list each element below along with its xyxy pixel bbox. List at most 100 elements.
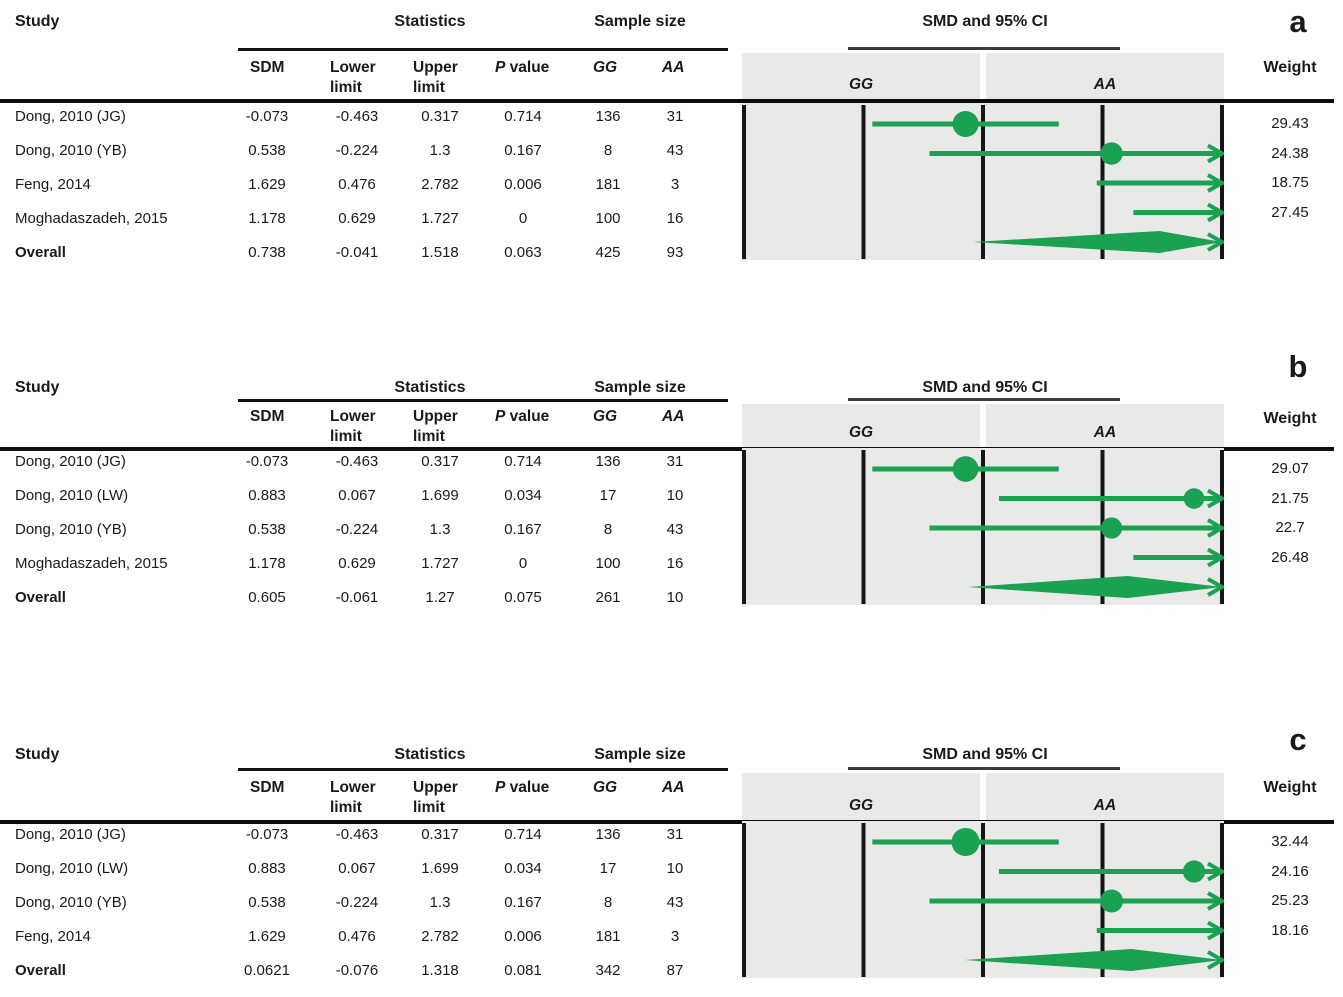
sdm-value: 0.605 — [248, 589, 286, 606]
upper-limit-column-header: Upper limit — [413, 779, 458, 816]
aa-sample-size: 31 — [666, 453, 684, 470]
sample-size-group-header: Sample size — [594, 13, 686, 30]
gg-column-header: GG — [593, 59, 618, 76]
aa-region-band: AA — [986, 53, 1224, 99]
aa-sample-size: 10 — [666, 860, 684, 877]
forest-plot-b — [742, 448, 1224, 605]
sdm-column-header: SDM — [250, 408, 285, 425]
aa-sample-size: 43 — [666, 521, 684, 538]
weight-column-header: Weight — [1263, 779, 1317, 796]
sdm-value: -0.073 — [245, 826, 289, 843]
table-row: Dong, 2010 (JG) -0.073 -0.463 0.317 0.71… — [0, 100, 740, 134]
upper-limit-value: 1.699 — [421, 860, 459, 877]
p-value-column-header: P value — [495, 408, 550, 425]
clip-arrow-icon — [1207, 202, 1224, 223]
effect-size-circle — [1100, 517, 1123, 539]
study-name: Dong, 2010 (JG) — [15, 826, 126, 843]
study-name: Moghadaszadeh, 2015 — [15, 555, 168, 572]
gg-sample-size: 8 — [603, 142, 613, 159]
weight-values: 32.44 24.16 25.23 18.16 — [1240, 821, 1340, 983]
gg-sample-size: 136 — [595, 108, 621, 125]
gg-sample-size: 136 — [595, 826, 621, 843]
statistics-group-header: Statistics — [394, 746, 466, 763]
aa-sample-size: 10 — [666, 589, 684, 606]
upper-limit-value: 1.727 — [421, 555, 459, 572]
gg-region-band: GG — [742, 773, 980, 820]
weight-value: 26.48 — [1271, 548, 1309, 566]
statistics-underline — [238, 48, 728, 51]
sdm-value: 0.883 — [248, 487, 286, 504]
weight-value: 18.16 — [1271, 921, 1309, 939]
aa-column-header: AA — [662, 408, 685, 425]
clip-arrow-icon — [1207, 143, 1224, 164]
lower-limit-value: -0.224 — [335, 894, 379, 911]
weight-value: 24.16 — [1271, 862, 1309, 880]
sample-size-group-header: Sample size — [594, 746, 686, 763]
smd-ci-underline — [848, 398, 1120, 401]
study-name: Dong, 2010 (YB) — [15, 521, 127, 538]
study-name: Overall — [15, 589, 66, 606]
statistics-underline — [238, 399, 728, 402]
sdm-value: 0.538 — [248, 521, 286, 538]
lower-limit-value: 0.067 — [338, 860, 376, 877]
p-value: 0.714 — [504, 453, 542, 470]
sample-size-group-header: Sample size — [594, 379, 686, 396]
study-name: Dong, 2010 (YB) — [15, 142, 127, 159]
lower-limit-value: 0.067 — [338, 487, 376, 504]
smd-ci-plot-title: SMD and 95% CI — [922, 13, 1048, 30]
aa-region-band: AA — [986, 404, 1224, 447]
effect-size-circle — [1100, 142, 1123, 165]
forest-panel-b: Study Statistics Sample size SDM Lower l… — [0, 345, 1343, 645]
gg-sample-size: 8 — [603, 894, 613, 911]
p-value: 0.075 — [504, 589, 542, 606]
smd-ci-plot-title: SMD and 95% CI — [922, 746, 1048, 763]
upper-limit-value: 0.317 — [421, 108, 459, 125]
aa-region-band: AA — [986, 773, 1224, 820]
p-value: 0.714 — [504, 108, 542, 125]
study-name: Feng, 2014 — [15, 928, 91, 945]
gg-region-band: GG — [742, 53, 980, 99]
gg-column-header: GG — [593, 408, 618, 425]
gg-sample-size: 17 — [599, 487, 617, 504]
forest-panel-a: Study Statistics Sample size SDM Lower l… — [0, 0, 1343, 300]
gg-region-label: GG — [848, 797, 874, 814]
p-value: 0.167 — [504, 894, 542, 911]
aa-sample-size: 16 — [666, 210, 684, 227]
aa-sample-size: 31 — [666, 108, 684, 125]
table-row: Dong, 2010 (JG) -0.073 -0.463 0.317 0.71… — [0, 818, 740, 852]
weight-values: 29.07 21.75 22.7 26.48 — [1240, 448, 1340, 610]
lower-limit-value: -0.224 — [335, 521, 379, 538]
aa-region-label: AA — [1093, 797, 1117, 814]
lower-limit-value: 0.476 — [338, 176, 376, 193]
clip-arrow-icon — [1207, 920, 1224, 941]
table-row: Overall 0.605 -0.061 1.27 0.075 261 10 — [0, 581, 740, 615]
aa-region-label: AA — [1093, 76, 1117, 93]
sdm-value: 1.178 — [248, 555, 286, 572]
study-name: Dong, 2010 (LW) — [15, 487, 129, 504]
gg-region-label: GG — [848, 76, 874, 93]
upper-limit-value: 1.318 — [421, 962, 459, 979]
upper-limit-value: 0.317 — [421, 453, 459, 470]
gg-sample-size: 181 — [595, 928, 621, 945]
statistics-group-header: Statistics — [394, 379, 466, 396]
gg-sample-size: 8 — [603, 521, 613, 538]
header-rule — [0, 820, 1334, 824]
forest-plot-a — [742, 103, 1224, 260]
sdm-value: -0.073 — [245, 108, 289, 125]
sdm-value: -0.073 — [245, 453, 289, 470]
p-value: 0.006 — [504, 928, 542, 945]
table-row: Dong, 2010 (JG) -0.073 -0.463 0.317 0.71… — [0, 445, 740, 479]
panel-letter-b: b — [1288, 349, 1308, 384]
lower-limit-value: -0.061 — [335, 589, 379, 606]
table-row: Dong, 2010 (YB) 0.538 -0.224 1.3 0.167 8… — [0, 886, 740, 920]
panel-letter-a: a — [1289, 4, 1307, 39]
study-name: Overall — [15, 244, 66, 261]
p-value: 0.006 — [504, 176, 542, 193]
study-table-rows: Dong, 2010 (JG) -0.073 -0.463 0.317 0.71… — [0, 0, 730, 280]
forest-plot-c — [742, 821, 1224, 978]
sdm-value: 0.0621 — [244, 962, 290, 979]
gg-region-band: GG — [742, 404, 980, 447]
p-value: 0.081 — [504, 962, 542, 979]
p-value: 0.034 — [504, 860, 542, 877]
gg-sample-size: 261 — [595, 589, 621, 606]
